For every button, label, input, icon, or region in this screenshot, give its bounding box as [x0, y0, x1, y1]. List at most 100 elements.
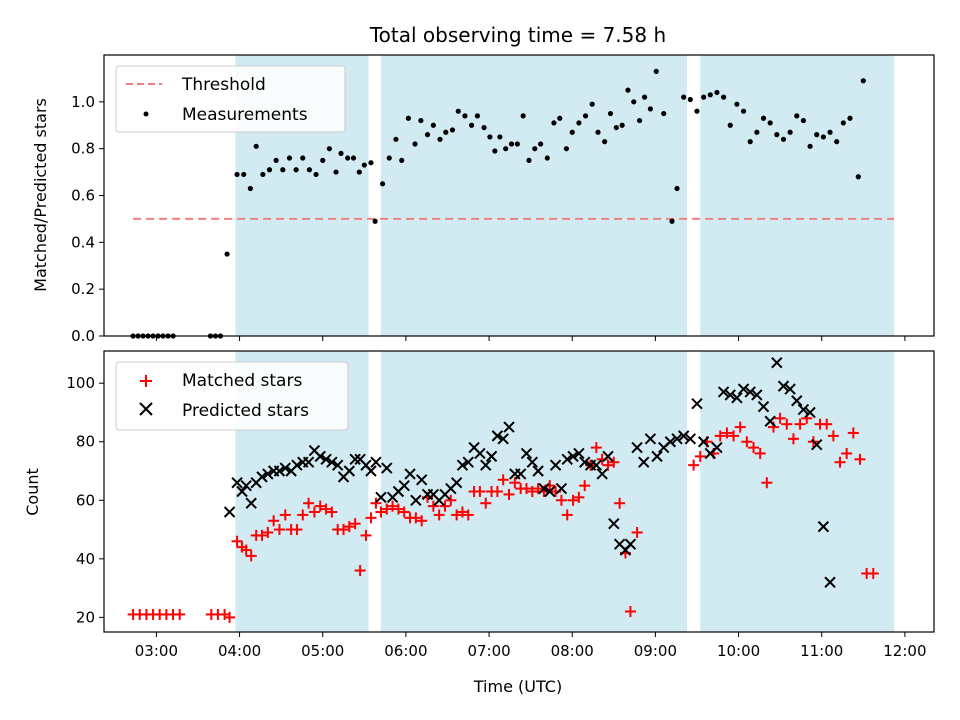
measurement-point: [260, 171, 266, 178]
bottom-y-tick-label: 100: [66, 374, 95, 392]
matched-star-point: [474, 486, 486, 497]
measurement-point: [320, 157, 326, 163]
matched-star-point: [387, 500, 399, 512]
predicted-star-point: [381, 462, 393, 474]
measurement-point: [760, 115, 767, 121]
measurement-point: [807, 143, 813, 149]
matched-star-point: [509, 477, 521, 489]
x-tick-label: 04:00: [218, 642, 261, 660]
matched-star-point: [867, 567, 879, 579]
bottom-plot-frame: [103, 350, 935, 633]
matched-star-point: [392, 503, 404, 515]
predicted-star-point: [777, 380, 790, 392]
measurement-point: [356, 169, 362, 175]
matched-star-point: [728, 430, 740, 442]
measurement-point: [247, 185, 253, 192]
predicted-star-point: [456, 459, 469, 471]
measurement-point: [661, 110, 667, 117]
predicted-star-point: [638, 456, 650, 468]
predicted-star-point: [561, 453, 573, 466]
matched-star-point: [381, 503, 393, 515]
x-tick-label: 11:00: [800, 642, 843, 660]
matched-star-point: [370, 497, 382, 509]
predicted-star-point: [410, 494, 422, 506]
predicted-star-point: [791, 395, 803, 407]
predicted-star-point: [331, 459, 344, 471]
measurement-point: [293, 167, 299, 173]
predicted-star-point: [757, 400, 770, 413]
measurement-point: [241, 171, 247, 178]
predicted-star-point: [279, 462, 292, 474]
predicted-star-point: [480, 459, 492, 471]
measurement-point: [399, 157, 405, 163]
bottom-legend: Matched stars Predicted stars: [115, 361, 349, 431]
predicted-star-point: [567, 450, 579, 463]
predicted-star-point: [724, 389, 736, 401]
measurement-point: [767, 120, 773, 126]
predicted-star-point: [302, 456, 315, 468]
matched-star-point: [349, 518, 361, 530]
predicted-star-point: [824, 576, 836, 588]
top-axis-ticks: 0.0 0.2 0.4 0.6 0.8 1.0: [71, 93, 906, 345]
predicted-star-point: [691, 397, 703, 410]
predicted-star-point: [503, 421, 515, 433]
matched-star-point: [827, 430, 839, 442]
predicted-star-point: [520, 447, 533, 460]
measurement-point: [800, 117, 807, 124]
measurement-point: [286, 155, 293, 161]
matched-star-point: [326, 506, 338, 518]
matched-star-point: [480, 497, 492, 509]
predicted-star-point: [404, 468, 416, 480]
legend-predicted-label: Predicted stars: [182, 401, 309, 421]
predicted-star-point: [544, 485, 556, 498]
top-legend-box: [115, 65, 346, 133]
measurement-point: [350, 155, 357, 161]
matched-star-point: [279, 509, 291, 521]
predicted-star-point: [684, 433, 697, 445]
bottom-panel: 03:00 04:00 05:00 06:00 07:00 08:00 09:00 10:00…: [23, 350, 935, 696]
measurement-point: [840, 120, 846, 126]
matched-star-point: [240, 544, 252, 556]
predicted-star-point: [797, 403, 810, 416]
matched-star-point: [497, 474, 509, 486]
measurement-point: [687, 96, 693, 103]
matched-star-point: [451, 509, 463, 521]
matched-star-point: [245, 550, 257, 562]
shaded-interval-1: [380, 55, 687, 336]
matched-star-point: [427, 500, 439, 512]
predicted-star-point: [573, 447, 585, 460]
predicted-star-point: [624, 538, 637, 550]
measurement-point: [707, 92, 713, 98]
matched-star-point: [590, 442, 602, 454]
predicted-star-point: [764, 415, 776, 427]
predicted-star-point: [697, 436, 710, 448]
measurement-point: [653, 68, 659, 74]
matched-star-point: [308, 506, 320, 518]
predicted-star-point: [365, 465, 377, 477]
bottom-y-tick-label: 80: [76, 433, 95, 451]
matched-star-point: [748, 442, 760, 454]
matched-star-point: [573, 491, 585, 503]
matched-star-point: [532, 483, 544, 495]
measurement-point: [538, 141, 544, 147]
matched-star-point: [320, 503, 332, 515]
x-tick-label: 06:00: [384, 642, 427, 660]
predicted-star-point: [462, 456, 474, 468]
matched-star-point: [174, 608, 186, 620]
predicted-star-point: [236, 485, 248, 498]
predicted-star-point: [474, 447, 486, 460]
predicted-star-point: [784, 383, 796, 395]
measurement-point: [412, 141, 418, 147]
measurement-point: [497, 134, 503, 140]
measurement-point: [747, 139, 753, 145]
measurement-point: [418, 117, 424, 124]
measurement-point: [424, 132, 431, 138]
measurement-point: [361, 162, 367, 168]
matched-star-point: [608, 456, 620, 468]
predicted-star-point: [291, 459, 303, 471]
matched-star-point: [741, 436, 753, 448]
matched-star-point: [834, 456, 846, 468]
predicted-star-point: [651, 450, 663, 463]
matched-star-point: [579, 480, 591, 492]
matched-star-point: [231, 535, 243, 547]
